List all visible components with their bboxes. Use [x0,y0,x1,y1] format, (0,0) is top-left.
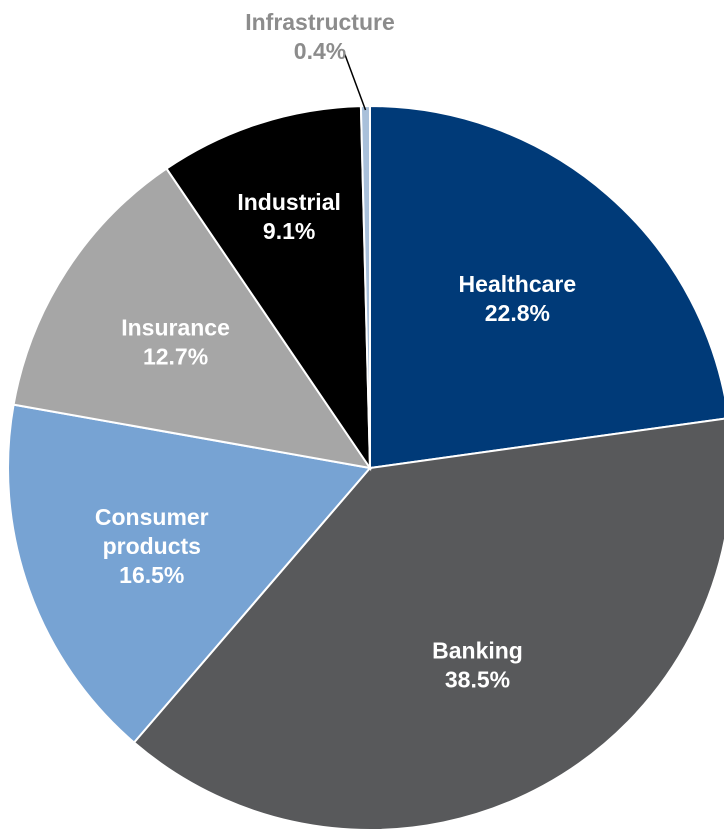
label-line-infrastructure: Infrastructure [245,9,395,35]
pie-labels: Healthcare 22.8% Banking 38.5% Consumer produ… [95,9,576,693]
label-consumer-products: Consumer products 16.5% [95,504,209,588]
label-line-healthcare: 22.8% [485,300,550,326]
label-line-infrastructure: 0.4% [294,38,346,64]
label-insurance: Insurance 12.7% [121,315,230,370]
label-line-banking: Banking [432,638,523,664]
label-infrastructure: Infrastructure 0.4% [245,9,395,64]
slice-consumer-products [7,403,372,744]
label-banking: Banking 38.5% [432,638,523,693]
slice-healthcare [369,104,724,470]
label-line-consumer-products: Consumer [95,504,209,530]
label-healthcare: Healthcare 22.8% [459,271,577,326]
leader-line-infrastructure [343,51,367,111]
label-line-industrial: Industrial [237,189,341,215]
pie-slices [7,104,724,831]
slice-infrastructure [359,104,371,469]
slice-banking [132,417,724,831]
label-line-industrial: 9.1% [263,218,315,244]
label-line-consumer-products: products [103,533,201,559]
slice-industrial [165,105,372,472]
label-line-banking: 38.5% [445,667,510,693]
label-line-consumer-products: 16.5% [119,562,184,588]
label-line-healthcare: Healthcare [459,271,577,297]
slice-insurance [12,167,373,470]
label-industrial: Industrial 9.1% [237,189,341,244]
label-line-insurance: 12.7% [143,344,208,370]
label-line-insurance: Insurance [121,315,230,341]
